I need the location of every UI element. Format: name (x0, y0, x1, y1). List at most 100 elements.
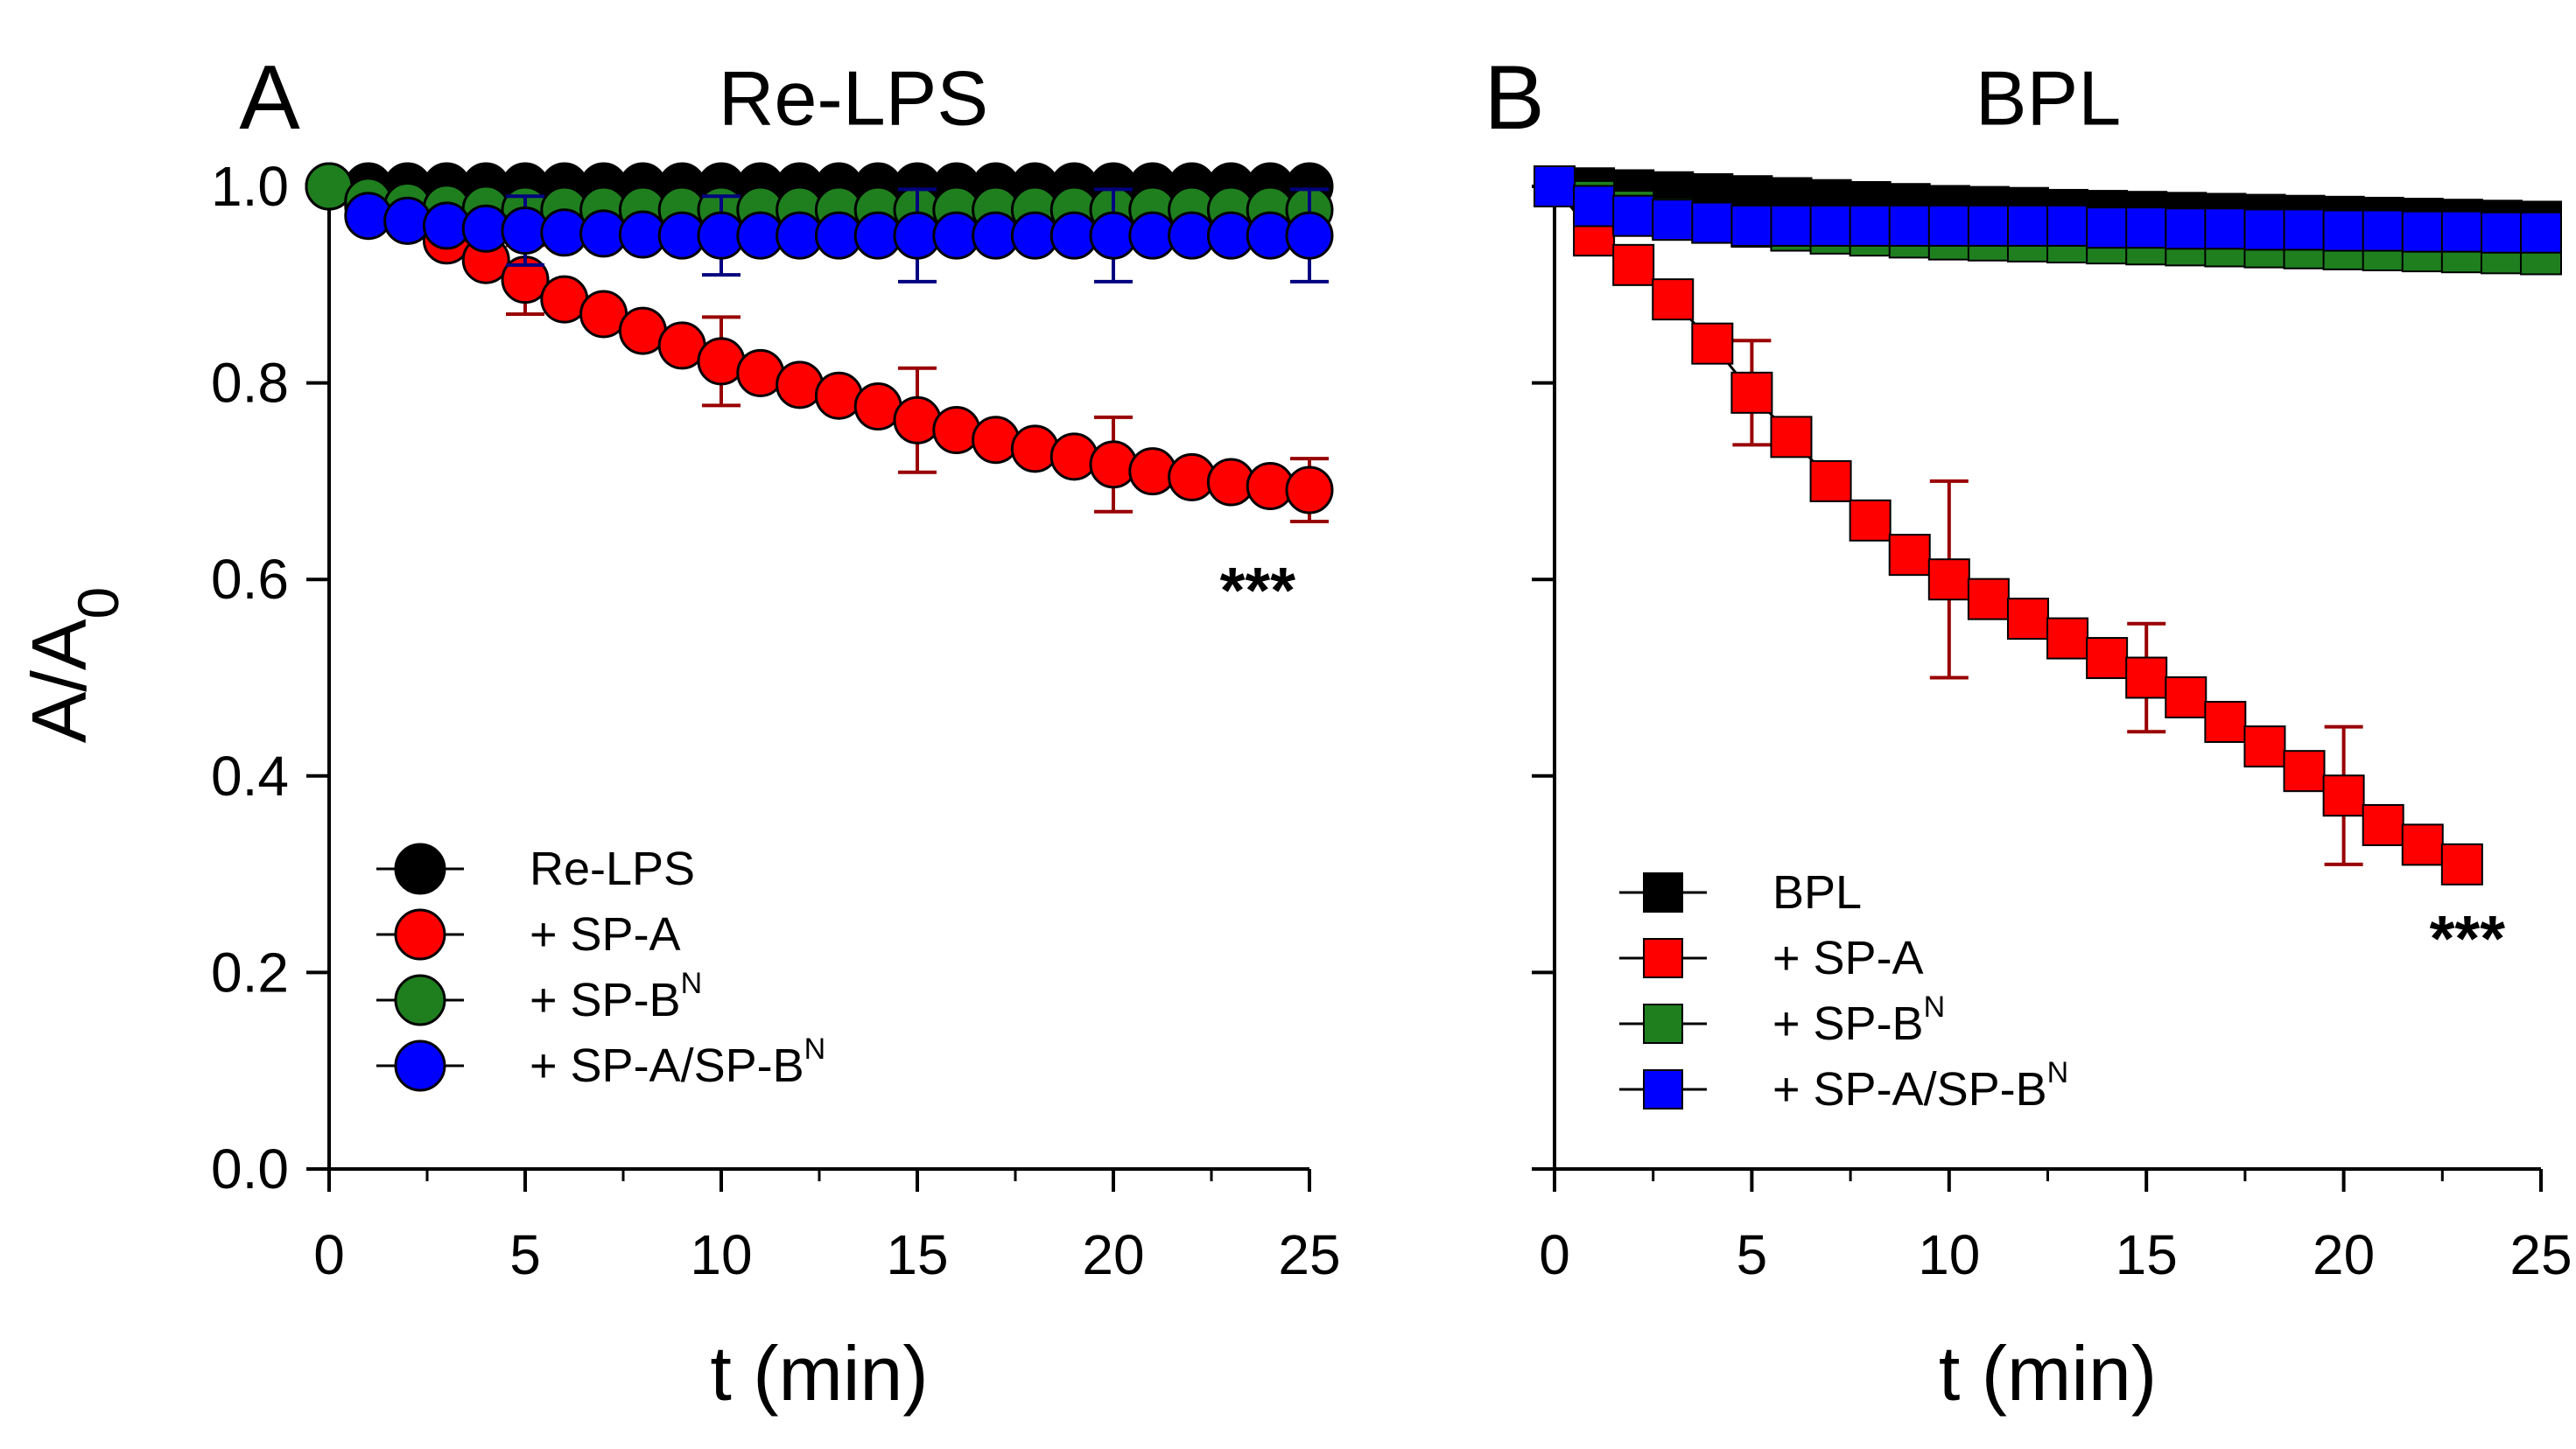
x-tick-label: 15 (886, 1223, 948, 1286)
data-point (1612, 243, 1655, 286)
legend-item: + SP-A (376, 908, 681, 961)
legend-label-superscript: N (1924, 990, 1946, 1024)
data-point (1927, 204, 1970, 247)
data-point (2362, 209, 2404, 252)
data-point (2362, 803, 2404, 846)
legend-marker (394, 908, 446, 961)
legend-label: + SP-BN (530, 967, 702, 1026)
y-axis-label: A/A0 (16, 587, 130, 744)
legend-marker (1643, 872, 1683, 913)
legend-item: BPL (1619, 866, 1862, 919)
data-point (2283, 750, 2326, 793)
data-point (2440, 843, 2483, 886)
chart-title: BPL (1976, 55, 2121, 142)
legend-marker (394, 843, 446, 895)
data-point (2243, 208, 2286, 251)
legend-label-text: + SP-A/SP-B (1772, 1063, 2047, 1116)
legend-item: + SP-A/SP-BN (1619, 1056, 2068, 1116)
significance-annotation: *** (2430, 902, 2506, 975)
data-point (1285, 466, 1334, 514)
legend-marker (1643, 1004, 1683, 1044)
x-axis-label: t (min) (710, 1330, 928, 1417)
data-point (2046, 617, 2089, 660)
data-point (1010, 424, 1059, 473)
x-tick-label: 0 (313, 1223, 345, 1286)
y-tick-label: 0.6 (211, 548, 289, 611)
x-axis-label: t (min) (1939, 1330, 2157, 1417)
data-point (2243, 725, 2286, 768)
data-point (1849, 204, 1892, 247)
legend-label-text: + SP-A (530, 908, 681, 961)
panel-letter: B (1484, 47, 1544, 149)
panel-a: A Re-LPS 0 5 10 15 20 25 0.0 0.2 0.4 0.6 0.8 1.0 t (mi… (16, 47, 1341, 1417)
data-point (2322, 209, 2365, 252)
legend-item: Re-LPS (376, 843, 695, 895)
data-point (2204, 207, 2247, 250)
legend-label: + SP-A (530, 908, 681, 961)
data-point (2480, 211, 2523, 254)
data-point (1691, 322, 1734, 365)
y-tick-label: 0.0 (211, 1138, 289, 1200)
legend-label: Re-LPS (530, 843, 695, 895)
x-tick-label: 10 (690, 1223, 752, 1286)
data-point (1534, 165, 1576, 207)
data-point (2204, 701, 2247, 744)
legend-item: + SP-A/SP-BN (376, 1032, 825, 1092)
data-point (1285, 211, 1334, 260)
x-tick-label: 5 (1737, 1223, 1768, 1286)
legend: BPL+ SP-A+ SP-BN+ SP-A/SP-BN (1619, 866, 2068, 1116)
legend-label-text: Re-LPS (530, 843, 695, 895)
x-tick-label: 25 (2509, 1223, 2572, 1286)
data-point (2283, 208, 2326, 251)
legend-marker (1643, 938, 1683, 978)
data-point (2086, 206, 2129, 249)
legend-label: + SP-BN (1772, 990, 1945, 1050)
data-point (1730, 371, 1773, 414)
series-1 (1534, 165, 2483, 886)
chart-title: Re-LPS (719, 55, 988, 142)
data-point (1967, 578, 2010, 620)
legend-label-text: BPL (1772, 866, 1862, 919)
legend-marker (394, 1040, 446, 1092)
legend-label-text: + SP-A/SP-B (530, 1040, 804, 1092)
x-tick-label: 20 (1082, 1223, 1144, 1286)
legend-label-text: + SP-A (1772, 932, 1924, 984)
data-point (1612, 194, 1655, 237)
legend-marker (1643, 1069, 1683, 1110)
legend-marker (394, 974, 446, 1026)
significance-annotation: *** (1220, 554, 1296, 626)
data-point (2046, 204, 2089, 247)
x-tick-label: 5 (509, 1223, 541, 1286)
data-point (1691, 201, 1734, 244)
legend-label-text: + SP-B (1772, 998, 1924, 1050)
data-point (1652, 199, 1695, 242)
data-point (1730, 204, 1773, 247)
y-tick-label: 1.0 (211, 155, 289, 218)
data-point (2165, 676, 2207, 718)
y-tick-label: 0.2 (211, 941, 289, 1004)
series-3 (344, 187, 1334, 284)
data-point (2401, 823, 2444, 866)
legend-label-superscript: N (804, 1032, 826, 1066)
data-point (2165, 207, 2207, 250)
y-axis-label-base: A/A (16, 619, 102, 743)
legend-label: BPL (1772, 866, 1862, 919)
data-point (1652, 278, 1695, 321)
legend-label: + SP-A/SP-BN (530, 1032, 825, 1092)
data-point (1770, 204, 1813, 247)
legend-label-superscript: N (2047, 1056, 2069, 1089)
data-point (2125, 206, 2168, 249)
data-point (1888, 204, 1931, 247)
data-point (2086, 637, 2129, 680)
y-tick-label: 0.4 (211, 745, 289, 808)
legend-label: + SP-A/SP-BN (1772, 1056, 2068, 1116)
data-point (2440, 210, 2483, 253)
data-point (1089, 440, 1138, 489)
y-tick-label: 0.8 (211, 352, 289, 415)
legend-label-text: + SP-B (530, 974, 681, 1026)
legend-item: + SP-BN (1619, 990, 1945, 1050)
data-point (1809, 459, 1852, 502)
x-tick-label: 25 (1278, 1223, 1340, 1286)
data-point (2125, 656, 2168, 699)
legend-label: + SP-A (1772, 932, 1924, 984)
